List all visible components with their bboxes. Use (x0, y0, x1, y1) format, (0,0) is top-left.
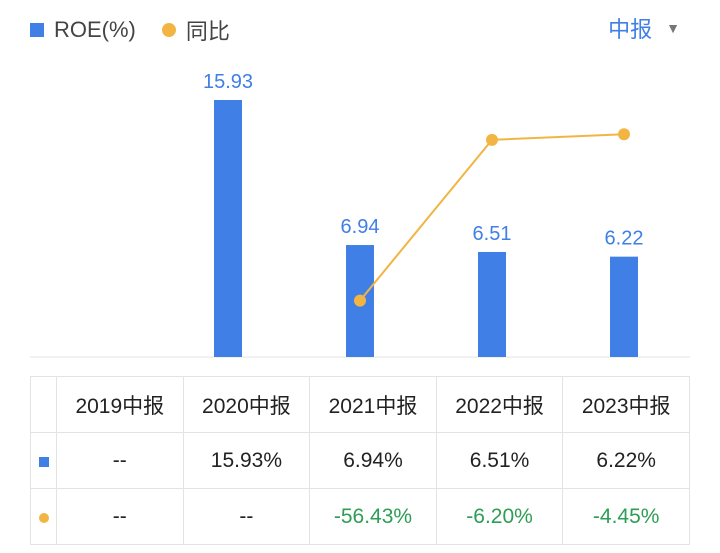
bar-series: 15.93 6.94 6.51 6.22 (203, 71, 644, 357)
period-selector-value: 中报 (608, 17, 653, 42)
row-marker-cell (30, 488, 57, 545)
caret-down-icon: ▼ (666, 20, 680, 36)
legend-line-swatch (161, 23, 176, 37)
table-cell: 6.94% (309, 432, 437, 489)
bar-marker-icon (38, 456, 49, 467)
yoy-point-2021中报 (354, 294, 366, 307)
yoy-point-2023中报 (618, 128, 630, 141)
table-cell: 6.22% (562, 432, 690, 489)
period-selector[interactable]: 中报 ▼ (608, 12, 680, 44)
table-header-cell: 2022中报 (435, 376, 564, 433)
table-header-cell: 2020中报 (182, 376, 311, 433)
table-cell: -6.20% (435, 488, 564, 545)
chart-legend: ROE(%) 同比 (30, 14, 230, 46)
bar-value-label: 15.93 (203, 71, 253, 93)
bar-value-label: 6.94 (341, 216, 380, 238)
table-cell: -56.43% (309, 488, 437, 545)
yoy-point-2022中报 (486, 133, 498, 146)
data-table: 2019中报 2020中报 2021中报 2022中报 2023中报 -- 15… (30, 376, 690, 545)
roe-chart: 15.93 6.94 6.51 6.22 (30, 71, 690, 358)
legend-line-label: 同比 (185, 19, 230, 44)
table-cell: -- (182, 488, 311, 545)
table-cell: -- (56, 488, 184, 545)
table-cell: 15.93% (182, 432, 311, 489)
bar-value-label: 6.51 (473, 223, 512, 245)
table-corner-cell (30, 376, 57, 433)
table-header-row: 2019中报 2020中报 2021中报 2022中报 2023中报 (30, 376, 690, 433)
table-header-cell: 2019中报 (56, 376, 184, 433)
table-header-cell: 2023中报 (562, 376, 690, 433)
bar-2020中报 (214, 100, 242, 357)
bar-2023中报 (610, 256, 638, 357)
table-row-roe: -- 15.93% 6.94% 6.51% 6.22% (30, 432, 690, 489)
row-marker-cell (30, 432, 57, 489)
table-row-yoy: -- -- -56.43% -6.20% -4.45% (30, 488, 690, 545)
table-header-cell: 2021中报 (309, 376, 437, 433)
bar-2022中报 (478, 251, 506, 357)
line-series (354, 128, 630, 307)
legend-bar-swatch (30, 23, 44, 37)
legend-bar-label: ROE(%) (54, 17, 136, 42)
table-cell: -4.45% (562, 488, 690, 545)
bar-value-label: 6.22 (605, 228, 644, 250)
dot-marker-icon (38, 512, 49, 523)
table-cell: -- (56, 432, 184, 489)
table-cell: 6.51% (435, 432, 564, 489)
